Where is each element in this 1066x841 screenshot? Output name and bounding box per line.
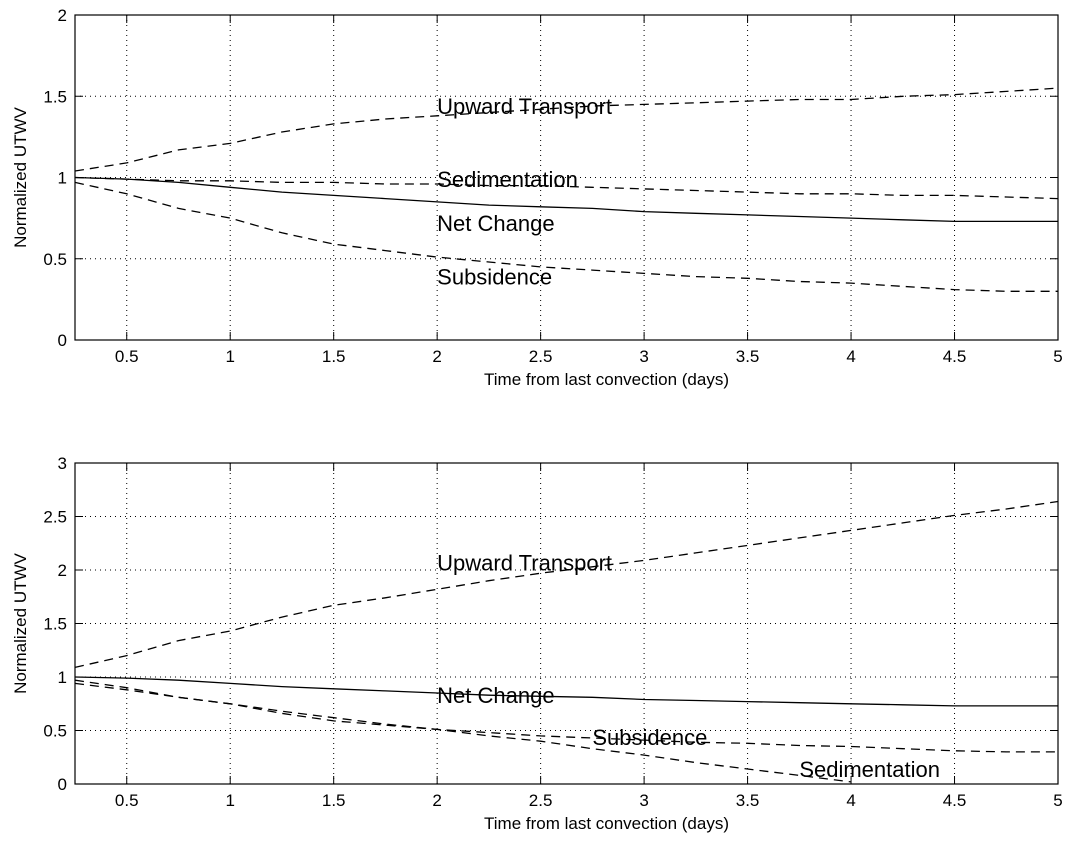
x-tick-label: 4.5 — [943, 791, 967, 810]
x-tick-label: 3 — [639, 347, 648, 366]
curve-label-subsidence: Subsidence — [437, 265, 552, 290]
top-panel: 0.5 1 1.5 2 2.5 3 3.5 4 4.5 5 0 0.5 1 1.5 2 Upward Tran… — [11, 6, 1063, 389]
bottom-panel: 0.5 1 1.5 2 2.5 3 3.5 4 4.5 5 0 0.5 1 1.5 2 2.5 3 Upward … — [11, 454, 1063, 833]
x-tick-label: 4 — [846, 791, 855, 810]
x-tick-label: 4.5 — [943, 347, 967, 366]
x-tick-label: 1 — [225, 347, 234, 366]
y-tick-label: 1 — [58, 668, 67, 687]
x-tick-label: 2.5 — [529, 347, 553, 366]
curve-label-subsidence: Subsidence — [592, 725, 707, 750]
y-tick-label: 0.5 — [43, 722, 67, 741]
plot-frame — [74, 14, 1059, 341]
curve-label-upward-transport: Upward Transport — [437, 94, 612, 119]
series-net-change-line — [74, 676, 1058, 707]
y-tick-label: 1 — [58, 169, 67, 188]
x-tick-label: 3 — [639, 791, 648, 810]
x-tick-label: 0.5 — [115, 347, 139, 366]
plot-frame — [74, 462, 1059, 785]
series-subsidence-line — [74, 679, 1058, 753]
y-tick-label: 2.5 — [43, 508, 67, 527]
x-tick-label: 2 — [432, 791, 441, 810]
x-tick-label: 2 — [432, 347, 441, 366]
series-upward-transport-line — [74, 500, 1059, 669]
x-tick-label: 0.5 — [115, 791, 139, 810]
x-tick-label: 3.5 — [736, 347, 760, 366]
curve-label-net-change: Net Change — [437, 211, 554, 236]
y-tick-label: 1.5 — [43, 87, 67, 106]
y-tick-label: 0 — [58, 775, 67, 794]
x-tick-label: 1.5 — [322, 347, 346, 366]
x-tick-label: 1.5 — [322, 791, 346, 810]
series-upward-transport-line — [74, 87, 1059, 172]
y-axis-label: Normalized UTWV — [11, 552, 30, 693]
series-sedimentation-line — [74, 682, 852, 783]
curve-label-sedimentation: Sedimentation — [437, 167, 578, 192]
x-tick-label: 1 — [225, 791, 234, 810]
y-tick-label: 0.5 — [43, 250, 67, 269]
curve-label-sedimentation: Sedimentation — [799, 757, 940, 782]
x-axis-label: Time from last convection (days) — [484, 370, 729, 389]
y-tick-label: 2 — [58, 6, 67, 25]
x-axis-label: Time from last convection (days) — [484, 814, 729, 833]
y-tick-label: 2 — [58, 561, 67, 580]
y-tick-label: 1.5 — [43, 615, 67, 634]
y-axis-label: Normalized UTWV — [11, 106, 30, 247]
x-tick-label: 5 — [1053, 791, 1062, 810]
x-tick-label: 2.5 — [529, 791, 553, 810]
series-subsidence-line — [74, 181, 1058, 292]
curve-label-upward-transport: Upward Transport — [437, 551, 612, 576]
x-tick-label: 5 — [1053, 347, 1062, 366]
y-tick-label: 3 — [58, 454, 67, 473]
y-tick-label: 0 — [58, 331, 67, 350]
x-tick-label: 3.5 — [736, 791, 760, 810]
x-tick-label: 4 — [846, 347, 855, 366]
series-net-change-line — [74, 176, 1058, 223]
curve-label-net-change: Net Change — [437, 683, 554, 708]
